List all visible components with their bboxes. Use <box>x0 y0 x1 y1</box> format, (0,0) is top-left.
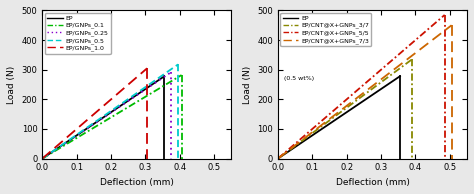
Y-axis label: Load (N): Load (N) <box>243 65 252 104</box>
Text: (a): (a) <box>57 15 72 25</box>
Y-axis label: Load (N): Load (N) <box>7 65 16 104</box>
Text: (b): (b) <box>293 15 308 25</box>
X-axis label: Deflection (mm): Deflection (mm) <box>100 178 174 187</box>
Legend: EP, EP/GNPs_0.1, EP/GNPs_0.25, EP/GNPs_0.5, EP/GNPs_1.0: EP, EP/GNPs_0.1, EP/GNPs_0.25, EP/GNPs_0… <box>45 13 111 54</box>
Legend: EP, EP/CNT@X+GNPs_3/7, EP/CNT@X+GNPs_5/5, EP/CNT@X+GNPs_7/3: EP, EP/CNT@X+GNPs_3/7, EP/CNT@X+GNPs_5/5… <box>280 13 371 46</box>
Text: (0.5 wt%): (0.5 wt%) <box>284 76 315 81</box>
X-axis label: Deflection (mm): Deflection (mm) <box>336 178 410 187</box>
